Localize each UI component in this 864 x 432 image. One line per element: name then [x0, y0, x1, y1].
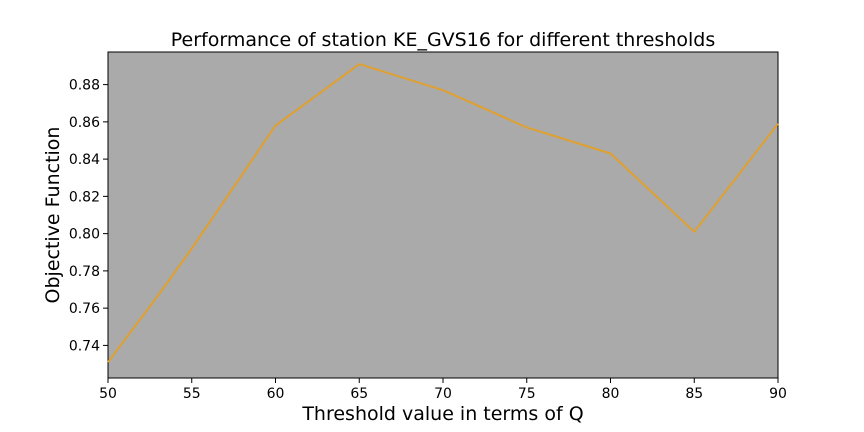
- y-tick-label: 0.80: [69, 227, 100, 243]
- x-tick-label: 50: [99, 386, 117, 402]
- y-axis-label: Objective Function: [42, 127, 64, 304]
- series-layer: [107, 63, 779, 363]
- y-tick-label: 0.88: [69, 78, 100, 94]
- plot-area: [107, 51, 779, 379]
- y-tick-label: 0.76: [69, 301, 100, 317]
- chart-title: Performance of station KE_GVS16 for diff…: [171, 29, 715, 51]
- x-tick-label: 85: [685, 386, 703, 402]
- x-tick-label: 80: [602, 386, 620, 402]
- y-tick-label: 0.74: [69, 338, 100, 354]
- y-tick-label: 0.84: [69, 152, 100, 168]
- x-tick-label: 65: [350, 386, 368, 402]
- series-line: [107, 63, 779, 363]
- x-tick-label: 60: [267, 386, 285, 402]
- x-tick-label: 55: [183, 386, 201, 402]
- y-tick-label: 0.86: [69, 115, 100, 131]
- y-tick-label: 0.82: [69, 189, 100, 205]
- x-tick-label: 90: [769, 386, 787, 402]
- x-axis-label: Threshold value in terms of Q: [301, 403, 583, 425]
- x-tick-label: 70: [434, 386, 452, 402]
- y-axis: 0.74 0.76 0.78 0.80 0.82 0.84 0.86 0.88: [69, 78, 108, 354]
- x-axis: 50 55 60 65 70 75 80 85 90: [99, 378, 787, 402]
- x-tick-label: 75: [518, 386, 536, 402]
- y-tick-label: 0.78: [69, 264, 100, 280]
